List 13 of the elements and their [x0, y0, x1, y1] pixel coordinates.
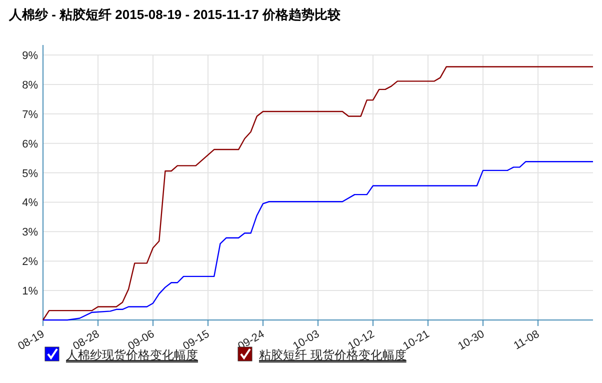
y-tick-label: 5% — [22, 168, 38, 180]
chart-title: 人棉纱 - 粘胶短纤 2015-08-19 - 2015-11-17 价格趋势比较 — [8, 7, 342, 22]
y-tick-label: 1% — [22, 286, 38, 298]
legend-label: 人棉纱现货价格变化幅度 — [66, 348, 198, 362]
y-tick-label: 4% — [22, 197, 38, 210]
legend-label: 粘胶短纤 现货价格变化幅度 — [259, 348, 406, 362]
y-tick-label: 2% — [22, 256, 38, 268]
x-tick-label: 08-19 — [16, 328, 46, 353]
y-tick-label: 6% — [22, 138, 38, 150]
y-tick-label: 9% — [22, 50, 38, 62]
y-tick-label: 8% — [22, 79, 38, 92]
y-tick-label: 7% — [22, 108, 38, 121]
y-tick-label: 3% — [22, 226, 38, 239]
